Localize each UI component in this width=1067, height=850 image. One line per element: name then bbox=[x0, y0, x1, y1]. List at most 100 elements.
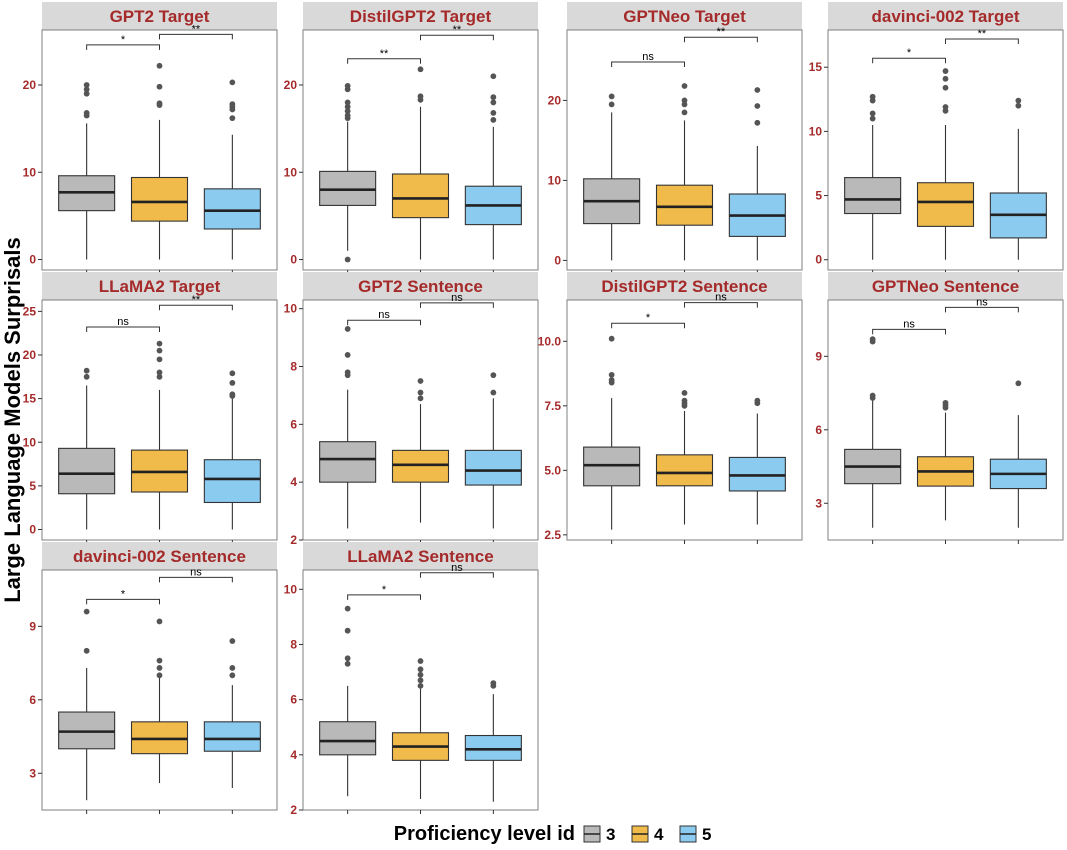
box-group-4 bbox=[130, 618, 189, 784]
facet-title: davinci-002 Sentence bbox=[73, 547, 246, 566]
outlier-point bbox=[681, 83, 688, 89]
bracket-line bbox=[347, 58, 421, 64]
box-group-4 bbox=[391, 378, 450, 523]
outlier-point bbox=[156, 665, 163, 671]
significance-label: ** bbox=[192, 23, 201, 35]
y-tick-label: 5 bbox=[815, 189, 822, 203]
significance-label: * bbox=[646, 312, 651, 324]
outlier-point bbox=[942, 399, 949, 406]
outlier-point bbox=[344, 627, 351, 634]
bracket-line bbox=[159, 33, 233, 40]
y-tick-label: 15 bbox=[23, 392, 37, 406]
legend-label: 4 bbox=[654, 825, 664, 844]
outlier-point bbox=[229, 79, 236, 86]
outlier-point bbox=[83, 86, 90, 93]
outlier-point bbox=[156, 618, 163, 625]
facet-panel: LLaMA2 Target 0 5 10 15 20 25 ns ** bbox=[23, 272, 278, 544]
significance-bracket: * bbox=[872, 47, 946, 64]
bracket-line bbox=[159, 576, 233, 583]
y-tick-label: 0 bbox=[815, 253, 822, 267]
box-group-5 bbox=[203, 638, 261, 788]
outlier-point bbox=[608, 377, 615, 383]
y-tick-label: 3 bbox=[29, 766, 36, 780]
bracket-line bbox=[611, 61, 685, 67]
box-group-5 bbox=[464, 372, 522, 529]
outlier-point bbox=[754, 87, 761, 93]
facet-strip bbox=[567, 272, 802, 300]
outlier-point bbox=[490, 110, 497, 116]
outlier-point bbox=[942, 75, 949, 82]
significance-bracket: ns bbox=[684, 292, 758, 308]
box-group-4 bbox=[916, 68, 975, 260]
outlier-point bbox=[1015, 102, 1022, 109]
y-tick-label: 2 bbox=[290, 533, 297, 547]
box-iqr bbox=[655, 184, 714, 226]
legend: Proficiency level id 3 4 5 bbox=[394, 823, 712, 845]
y-tick-label: 0 bbox=[554, 253, 561, 267]
box-iqr bbox=[391, 173, 450, 219]
significance-bracket: ** bbox=[159, 294, 233, 311]
facet-panel: LLaMA2 Sentence 2 4 6 8 10 * ns bbox=[284, 542, 539, 817]
box-group-4 bbox=[130, 340, 189, 530]
outlier-point bbox=[754, 103, 761, 109]
outlier-point bbox=[417, 389, 424, 396]
box-iqr bbox=[58, 447, 116, 495]
box-group-3 bbox=[319, 326, 377, 529]
outlier-point bbox=[156, 356, 163, 363]
facet-panel: DistilGPT2 Target 0 10 20 ** ** bbox=[284, 2, 539, 274]
bracket-line bbox=[684, 302, 758, 308]
facet-panel: GPTNeo Sentence 3 6 9 ns ns bbox=[815, 272, 1064, 544]
outlier-point bbox=[229, 101, 236, 108]
significance-bracket: ** bbox=[945, 28, 1019, 44]
significance-label: ns bbox=[190, 566, 202, 578]
outlier-point bbox=[681, 397, 688, 404]
outlier-point bbox=[156, 657, 163, 664]
box-group-4 bbox=[130, 62, 189, 260]
box-group-3 bbox=[844, 336, 902, 528]
significance-bracket: * bbox=[347, 584, 421, 600]
significance-bracket: ns bbox=[872, 318, 946, 335]
bracket-line bbox=[945, 306, 1019, 313]
box-group-3 bbox=[58, 82, 116, 260]
significance-label: ns bbox=[378, 309, 390, 321]
outlier-point bbox=[754, 397, 761, 404]
facet-strip bbox=[303, 272, 538, 300]
box-group-3 bbox=[58, 367, 116, 530]
facet-strip bbox=[303, 2, 538, 30]
outlier-point bbox=[681, 109, 688, 116]
outlier-point bbox=[490, 680, 497, 687]
significance-label: ns bbox=[451, 292, 463, 304]
y-tick-label: 2.5 bbox=[544, 528, 561, 542]
y-tick-label: 4 bbox=[290, 748, 297, 762]
significance-bracket: ** bbox=[347, 48, 421, 64]
facet-strip bbox=[42, 542, 277, 570]
box-group-3 bbox=[583, 93, 641, 261]
outlier-point bbox=[490, 99, 497, 106]
y-tick-label: 6 bbox=[29, 693, 36, 707]
significance-label: ** bbox=[717, 26, 726, 38]
box-group-5 bbox=[728, 397, 786, 525]
significance-label: ns bbox=[903, 318, 915, 330]
outlier-point bbox=[869, 392, 876, 399]
y-tick-label: 6 bbox=[815, 423, 822, 437]
outlier-point bbox=[417, 66, 424, 73]
facet-title: GPTNeo Target bbox=[623, 7, 746, 26]
outlier-point bbox=[754, 119, 761, 126]
legend-title: Proficiency level id bbox=[394, 823, 575, 845]
bracket-line bbox=[945, 38, 1019, 44]
y-tick-label: 15 bbox=[809, 60, 823, 74]
facet-title: GPTNeo Sentence bbox=[872, 277, 1019, 296]
outlier-point bbox=[869, 110, 876, 117]
box-iqr bbox=[464, 734, 522, 761]
facet-title: LLaMA2 Target bbox=[99, 277, 221, 296]
y-tick-label: 7.5 bbox=[544, 399, 561, 413]
y-tick-label: 10 bbox=[284, 302, 298, 316]
outlier-point bbox=[156, 672, 163, 679]
significance-label: * bbox=[907, 47, 912, 59]
y-axis-label: Large Language Models Surprisals bbox=[0, 237, 25, 603]
outlier-point bbox=[417, 378, 424, 384]
box-group-5 bbox=[464, 680, 522, 802]
box-group-5 bbox=[203, 79, 261, 260]
box-group-3 bbox=[319, 82, 377, 263]
